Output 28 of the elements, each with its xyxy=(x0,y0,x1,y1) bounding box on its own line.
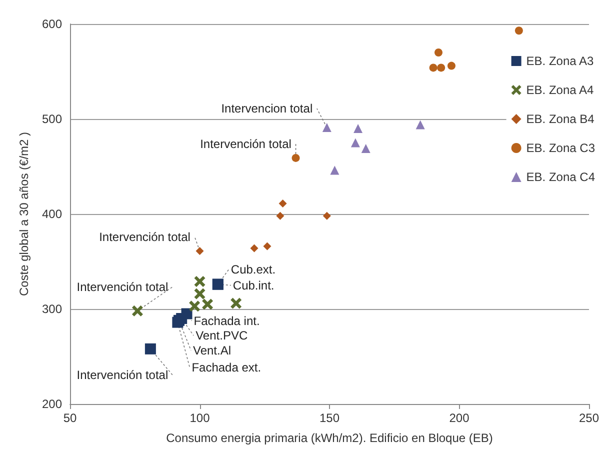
y-tick-label: 600 xyxy=(42,17,62,31)
annotation: Vent.PVC xyxy=(196,328,248,342)
annotation: Intervención total xyxy=(99,230,190,244)
y-tick-label: 400 xyxy=(42,207,62,221)
x-axis-title: Consumo energia primaria (kWh/m2). Edificio en Bloque (EB) xyxy=(166,431,493,445)
legend-label: EB. Zona A4 xyxy=(526,83,594,97)
annotation: Cub.int. xyxy=(232,278,274,292)
annotation: Fachada ext. xyxy=(192,360,262,374)
x-tick-label: 150 xyxy=(319,411,340,425)
y-axis-title: Coste global a 30 años (€/m2 ) xyxy=(17,132,31,296)
annotation: Intervención total xyxy=(200,136,292,151)
x-tick-label: 200 xyxy=(449,411,470,425)
annotation: Intervención total xyxy=(76,368,168,382)
annotation: Cub.ext. xyxy=(230,262,276,276)
legend-label: EB. Zona C3 xyxy=(526,141,596,155)
legend-label: EB. Zona A3 xyxy=(526,54,594,68)
y-tick-label: 200 xyxy=(42,397,62,411)
x-tick-label: 250 xyxy=(578,411,600,425)
y-tick-label: 300 xyxy=(42,302,62,316)
legend-label: EB. Zona C4 xyxy=(526,170,596,184)
y-tick-label: 500 xyxy=(42,112,62,126)
x-tick-label: 100 xyxy=(190,411,210,425)
annotation: Vent.Al xyxy=(192,343,232,358)
x-tick-label: 50 xyxy=(63,411,77,425)
legend-label: EB. Zona B4 xyxy=(526,112,595,126)
annotation: Fachada int. xyxy=(194,314,260,328)
annotation: Intervención total xyxy=(76,280,168,294)
annotation: Intervencion total xyxy=(221,102,313,116)
